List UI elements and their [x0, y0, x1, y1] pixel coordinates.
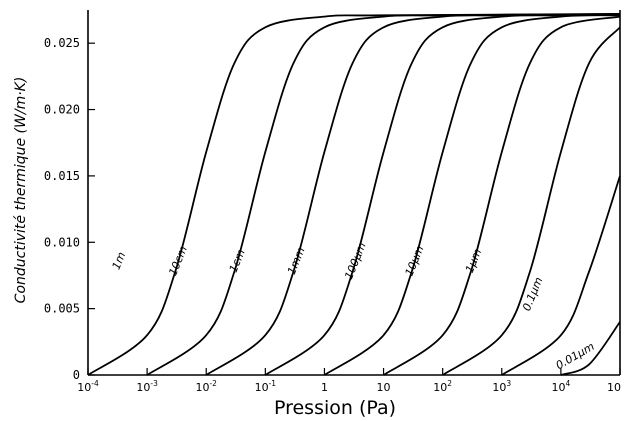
- y-axis-label: Conductivité thermique (W/m·K): [13, 77, 29, 304]
- series-line: [264, 13, 621, 376]
- y-tick-label: 0.025: [44, 36, 80, 50]
- series-line: [442, 26, 621, 376]
- series-line: [146, 13, 621, 376]
- x-tick-label: 1: [321, 381, 328, 394]
- axes: [87, 10, 621, 376]
- curve-labels: 1m 10cm 1cm 1mm 100µm 10µm 1µm 0.1µm 0.01µm: [110, 241, 597, 373]
- series-label: 1m: [110, 250, 129, 271]
- series-label: 1cm: [227, 247, 248, 274]
- x-tick-label: 103: [492, 379, 511, 394]
- series-line: [383, 15, 621, 376]
- x-tick-label: 10: [377, 381, 391, 394]
- x-tick-label: 10: [607, 381, 621, 394]
- x-tick-label: 104: [551, 379, 570, 394]
- series-line: [205, 13, 621, 376]
- x-tick-label: 10-4: [77, 379, 99, 394]
- y-tick-label: 0.015: [44, 169, 80, 183]
- series-label: 1µm: [463, 247, 484, 275]
- series-line: [87, 13, 621, 376]
- y-tick-label: 0: [73, 368, 80, 382]
- y-tick-label: 0.005: [44, 302, 80, 316]
- series-label: 10cm: [166, 244, 190, 277]
- series-label: 10µm: [403, 244, 427, 278]
- series-label: 1mm: [285, 245, 308, 276]
- series-line: [501, 175, 621, 376]
- curves: [87, 13, 621, 376]
- x-tick-label: 10-1: [255, 379, 277, 394]
- series-line: [560, 321, 621, 376]
- x-tick-label: 102: [433, 379, 452, 394]
- series-label: 0.1µm: [520, 275, 545, 313]
- x-tick-label: 10-2: [195, 379, 217, 394]
- ticks: [87, 42, 621, 376]
- series-label: 0.01µm: [554, 340, 597, 372]
- y-tick-label: 0.010: [44, 235, 80, 249]
- x-tick-label: 10-3: [136, 379, 158, 394]
- series-label: 100µm: [342, 241, 369, 282]
- series-line: [323, 14, 621, 376]
- x-axis-label: Pression (Pa): [274, 397, 396, 419]
- y-tick-label: 0.020: [44, 103, 80, 117]
